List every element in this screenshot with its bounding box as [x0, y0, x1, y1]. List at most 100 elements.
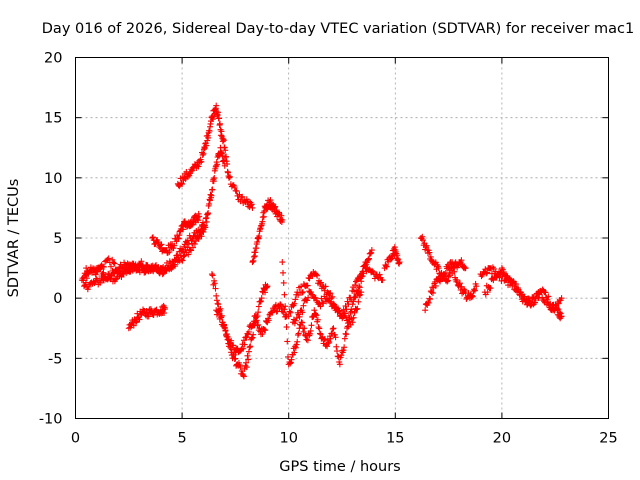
data-point [396, 259, 403, 266]
data-point [208, 192, 215, 199]
data-point [211, 280, 218, 287]
data-point [226, 173, 233, 180]
data-point [203, 142, 210, 149]
data-point [178, 256, 185, 263]
data-point [202, 224, 209, 231]
data-point [257, 298, 264, 305]
data-point [216, 115, 223, 122]
data-point [439, 275, 446, 282]
data-point [258, 295, 265, 302]
data-point [293, 314, 300, 321]
data-point [224, 333, 231, 340]
data-point [345, 301, 352, 308]
data-point [558, 313, 565, 320]
data-point [83, 265, 90, 272]
data-point [265, 317, 272, 324]
data-point [209, 186, 216, 193]
data-point [343, 306, 350, 313]
data-point [358, 273, 365, 280]
data-point [313, 271, 320, 278]
data-point [272, 203, 279, 210]
plot-frame [75, 57, 609, 419]
data-point [305, 294, 312, 301]
data-point [195, 163, 202, 170]
data-point [435, 265, 442, 272]
data-point [456, 280, 463, 287]
data-point [214, 308, 221, 315]
data-point [195, 217, 202, 224]
data-point [230, 342, 237, 349]
data-point [127, 268, 134, 275]
data-point [161, 310, 168, 317]
data-point [324, 343, 331, 350]
data-point [189, 244, 196, 251]
data-point [445, 264, 452, 271]
data-point [357, 291, 364, 298]
data-point [147, 267, 154, 274]
data-point [189, 167, 196, 174]
data-point [313, 312, 320, 319]
y-tick-label: -5 [48, 351, 62, 367]
data-point [439, 275, 446, 282]
data-point [469, 293, 476, 300]
data-point [471, 287, 478, 294]
data-point [450, 265, 457, 272]
x-tick-label: 25 [599, 431, 617, 447]
data-point [311, 307, 318, 314]
data-point [350, 314, 357, 321]
data-point [240, 337, 247, 344]
data-point [300, 328, 307, 335]
data-point [237, 364, 244, 371]
data-point [442, 272, 449, 279]
data-point [171, 242, 178, 249]
data-point [134, 267, 141, 274]
data-point [198, 233, 205, 240]
data-point [356, 292, 363, 299]
data-point [462, 265, 469, 272]
data-point [422, 243, 429, 250]
data-point [330, 301, 337, 308]
data-point [461, 263, 468, 270]
y-tick-label: 20 [44, 51, 62, 67]
data-point [444, 278, 451, 285]
data-point [157, 265, 164, 272]
data-point [553, 305, 560, 312]
data-point [243, 334, 250, 341]
data-point [300, 302, 307, 309]
data-point [97, 279, 104, 286]
data-point [111, 260, 118, 267]
data-point [245, 356, 252, 363]
data-point [216, 309, 223, 316]
data-point [317, 279, 324, 286]
data-point [344, 298, 351, 305]
data-point [243, 364, 250, 371]
data-point [213, 297, 220, 304]
data-point [332, 334, 339, 341]
data-point [545, 293, 552, 300]
data-point [287, 359, 294, 366]
data-point [108, 263, 115, 270]
data-point [226, 341, 233, 348]
y-tick-label: 15 [44, 111, 62, 127]
data-point [247, 343, 254, 350]
data-point [185, 241, 192, 248]
data-point [484, 269, 491, 276]
data-point [145, 266, 152, 273]
data-point [321, 335, 328, 342]
data-point [288, 356, 295, 363]
data-point [379, 277, 386, 284]
data-point [218, 314, 225, 321]
data-point [469, 292, 476, 299]
data-point [282, 303, 289, 310]
data-point [222, 147, 229, 154]
data-point [361, 262, 368, 269]
data-point [242, 362, 249, 369]
data-point [352, 293, 359, 300]
data-point [100, 263, 107, 270]
data-point [90, 266, 97, 273]
data-point [281, 306, 288, 313]
data-point [224, 161, 231, 168]
data-point [179, 257, 186, 264]
data-point [166, 248, 173, 255]
data-point [219, 152, 226, 159]
